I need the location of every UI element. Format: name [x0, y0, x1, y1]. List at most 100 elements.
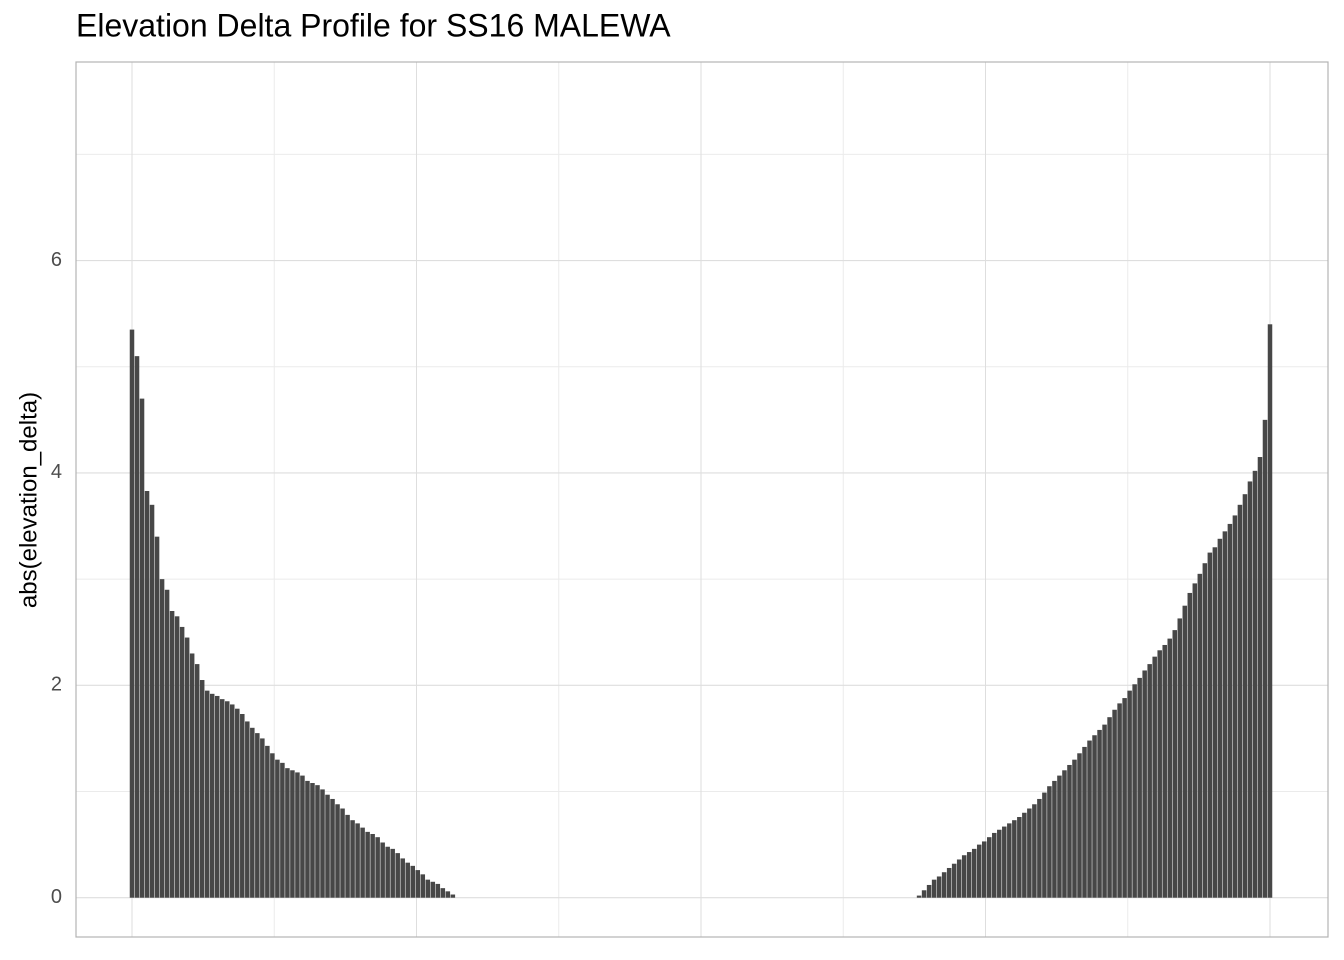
bar — [1227, 523, 1233, 898]
bar — [410, 865, 415, 898]
bar — [450, 894, 456, 898]
bar — [1192, 583, 1198, 898]
bar — [250, 727, 255, 898]
bar — [992, 832, 997, 898]
bar — [405, 862, 410, 898]
bar — [1072, 759, 1077, 898]
bar — [189, 653, 195, 898]
bar — [350, 820, 355, 898]
bar — [325, 794, 330, 898]
bar — [1167, 638, 1172, 898]
bar — [1222, 531, 1228, 898]
bar — [976, 844, 982, 898]
bar — [194, 664, 200, 898]
bar — [355, 823, 360, 898]
bar — [966, 852, 972, 898]
bar — [240, 714, 245, 898]
bar — [1157, 650, 1162, 898]
bar — [1142, 670, 1147, 898]
bar — [285, 768, 290, 898]
bar — [290, 770, 295, 898]
bar — [345, 814, 350, 898]
bar — [1152, 656, 1157, 898]
bar — [1092, 735, 1097, 898]
bar — [1217, 538, 1223, 898]
chart-title: Elevation Delta Profile for SS16 MALEWA — [76, 7, 671, 43]
bar — [946, 867, 952, 898]
bar — [224, 701, 230, 898]
bar — [931, 879, 937, 898]
bar — [936, 876, 942, 898]
bar — [199, 680, 205, 898]
bar — [335, 804, 340, 898]
bar — [260, 738, 265, 898]
bar — [1067, 764, 1072, 898]
y-tick-label: 2 — [51, 674, 62, 696]
bar — [330, 798, 335, 898]
bar — [149, 504, 155, 898]
bar — [179, 626, 185, 898]
bar — [1147, 664, 1152, 898]
bar — [390, 848, 395, 898]
bar — [926, 884, 932, 898]
bar — [169, 610, 175, 898]
bar — [971, 848, 977, 898]
bar — [1122, 698, 1127, 898]
bar — [430, 881, 436, 898]
bar — [1132, 684, 1137, 898]
bar — [219, 699, 225, 898]
bar — [1172, 630, 1178, 898]
bar — [997, 829, 1002, 898]
bar — [1102, 724, 1107, 898]
bar — [395, 853, 400, 898]
bar — [245, 721, 250, 898]
bar — [1137, 677, 1142, 898]
bar — [956, 859, 962, 898]
bar — [987, 837, 992, 898]
bar — [1237, 504, 1243, 898]
bar — [941, 872, 947, 898]
bar — [425, 879, 431, 898]
bar — [385, 846, 390, 898]
y-tick-label: 6 — [51, 249, 62, 271]
bar — [1042, 792, 1047, 898]
y-tick-label: 0 — [51, 886, 62, 908]
bar — [320, 789, 325, 898]
bar — [315, 785, 320, 898]
bar — [1002, 826, 1007, 898]
bar — [1182, 605, 1188, 898]
bar — [139, 398, 145, 898]
bar — [270, 753, 275, 898]
bar — [951, 863, 957, 898]
bar — [184, 637, 190, 898]
bar — [1207, 552, 1213, 898]
bar — [1232, 515, 1238, 898]
bar — [1022, 812, 1027, 898]
bar — [375, 837, 380, 898]
bar — [1127, 690, 1132, 898]
panel-border — [75, 61, 1329, 938]
bar — [370, 833, 375, 898]
bar — [154, 536, 160, 898]
bar — [1062, 770, 1067, 898]
bar — [1097, 729, 1102, 898]
bar — [435, 883, 441, 898]
bar — [280, 762, 285, 898]
bar — [255, 733, 260, 898]
bar — [1107, 717, 1112, 898]
bar — [1112, 709, 1117, 898]
bar — [1252, 470, 1258, 898]
bar — [365, 831, 370, 898]
bar — [1262, 419, 1268, 898]
bar — [1197, 573, 1203, 898]
bar — [1242, 494, 1248, 898]
y-axis-label: abs(elevation_delta) — [15, 392, 42, 608]
bar — [1027, 808, 1032, 898]
bar — [159, 579, 165, 898]
bar — [1177, 618, 1183, 898]
bar — [415, 870, 421, 898]
bar — [921, 890, 927, 898]
bar — [1047, 786, 1052, 898]
bar — [1017, 817, 1022, 898]
